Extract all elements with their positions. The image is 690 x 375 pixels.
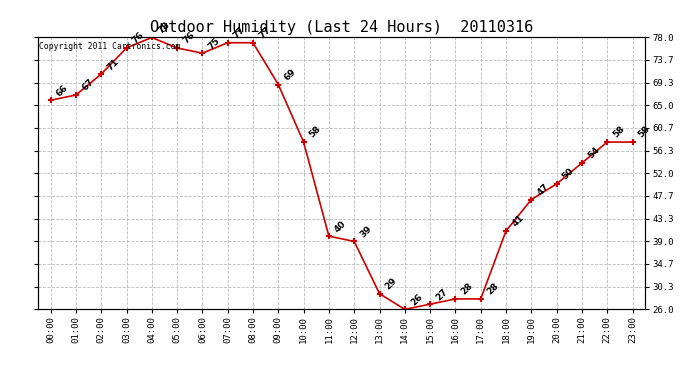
Text: 58: 58: [611, 125, 627, 140]
Text: 41: 41: [510, 213, 526, 229]
Text: 75: 75: [206, 36, 222, 51]
Text: Copyright 2011 Cartronics.com: Copyright 2011 Cartronics.com: [39, 42, 181, 51]
Text: 39: 39: [358, 224, 374, 239]
Text: 28: 28: [460, 282, 475, 297]
Text: 54: 54: [586, 146, 602, 161]
Text: 76: 76: [130, 30, 146, 46]
Text: 76: 76: [181, 30, 197, 46]
Text: 69: 69: [282, 67, 298, 82]
Text: 67: 67: [80, 78, 95, 93]
Text: 26: 26: [409, 292, 424, 307]
Text: 50: 50: [561, 166, 576, 182]
Text: 58: 58: [308, 125, 323, 140]
Text: 77: 77: [232, 25, 247, 40]
Text: 28: 28: [485, 282, 500, 297]
Text: 47: 47: [535, 182, 551, 197]
Title: Outdoor Humidity (Last 24 Hours)  20110316: Outdoor Humidity (Last 24 Hours) 2011031…: [150, 20, 533, 35]
Text: 29: 29: [384, 276, 399, 291]
Text: 77: 77: [257, 25, 273, 40]
Text: 58: 58: [637, 125, 652, 140]
Text: 40: 40: [333, 219, 348, 234]
Text: 78: 78: [156, 20, 171, 35]
Text: 66: 66: [55, 83, 70, 98]
Text: 27: 27: [434, 287, 450, 302]
Text: 71: 71: [106, 57, 121, 72]
